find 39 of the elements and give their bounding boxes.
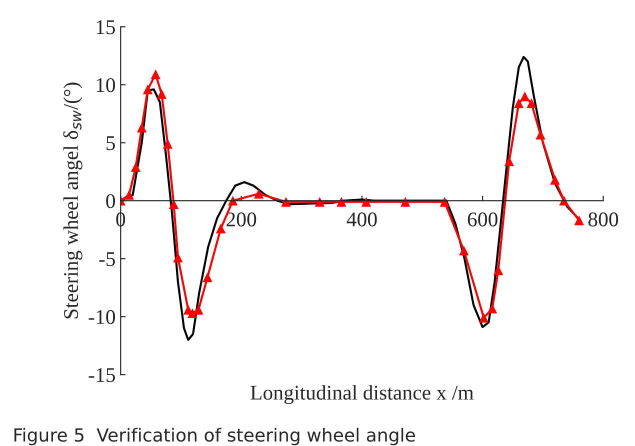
point <box>504 156 514 166</box>
y-tick-label: 15 <box>96 20 115 34</box>
point <box>536 130 546 140</box>
x-tick-label: 800 <box>588 212 618 226</box>
point <box>514 98 524 108</box>
y-tick-label: 10 <box>96 78 115 92</box>
caption: Figure 5 Verification of steering wheel angle <box>14 428 415 446</box>
x-tick-label: 200 <box>226 212 256 226</box>
point <box>216 224 226 234</box>
x-axis-title: Longitudinal distance x /m <box>250 385 474 404</box>
point <box>254 188 264 199</box>
point <box>493 265 504 276</box>
point <box>162 139 173 149</box>
point <box>202 272 212 282</box>
point <box>136 122 147 133</box>
x-tick-label: 400 <box>346 212 377 226</box>
y-tick-label: -5 <box>99 252 115 266</box>
point <box>526 98 536 108</box>
point <box>156 89 167 99</box>
point <box>520 91 530 102</box>
point <box>150 69 160 80</box>
y-tick-label: 5 <box>106 136 115 150</box>
y-tick-label: 0 <box>106 194 115 208</box>
point <box>142 84 153 94</box>
point <box>194 304 204 315</box>
y-tick-label: -15 <box>88 368 115 382</box>
point <box>487 304 498 314</box>
point <box>574 216 584 226</box>
y-tick-label: -10 <box>88 310 115 324</box>
point <box>188 308 198 318</box>
x-tick-label: 600 <box>468 212 498 226</box>
point <box>459 246 469 256</box>
y-axis-title: Steering wheel angel δ$_{sw}$/(°) <box>63 82 82 318</box>
point <box>550 174 560 185</box>
point <box>124 190 134 200</box>
point <box>173 252 183 262</box>
point <box>130 162 141 172</box>
point <box>478 312 489 323</box>
point <box>168 199 179 210</box>
